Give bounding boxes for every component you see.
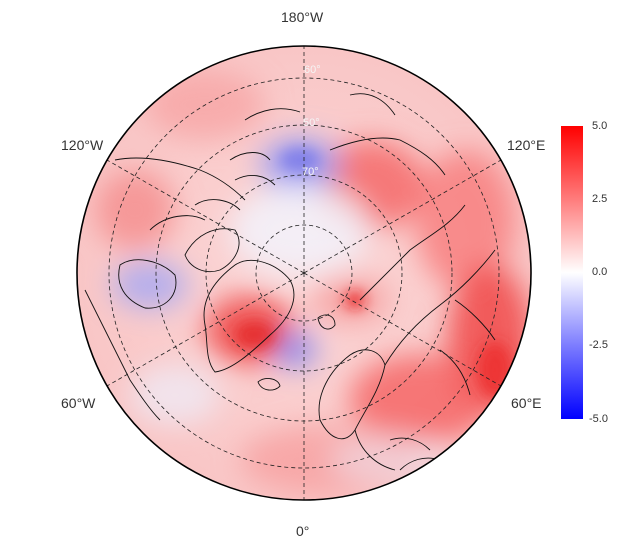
lat-label-70: 70°	[302, 166, 319, 178]
lon-label-upper-left: 120°W	[61, 137, 104, 153]
lon-label-top: 180°W	[281, 9, 324, 25]
colorbar-tick-zero: 0.0	[592, 266, 608, 278]
lat-label-60: 60°	[304, 64, 321, 76]
colorbar-tick-high: 5.0	[592, 120, 608, 132]
colorbar-tick-mid-high: 2.5	[592, 193, 608, 205]
map-border	[76, 45, 532, 501]
colorbar-tick-mid-low: -2.5	[589, 339, 608, 351]
anomaly-field	[77, 46, 531, 500]
lat-label-50: 50°	[303, 117, 320, 129]
colorbar	[561, 126, 583, 419]
lon-label-upper-right: 120°E	[507, 137, 546, 153]
colorbar-tick-low: -5.0	[589, 413, 608, 425]
lon-label-lower-right: 60°E	[511, 395, 542, 411]
graticule	[106, 46, 502, 500]
coastlines	[84, 93, 496, 471]
lon-label-lower-left: 60°W	[61, 395, 96, 411]
lon-label-bottom: 0°	[296, 523, 310, 539]
